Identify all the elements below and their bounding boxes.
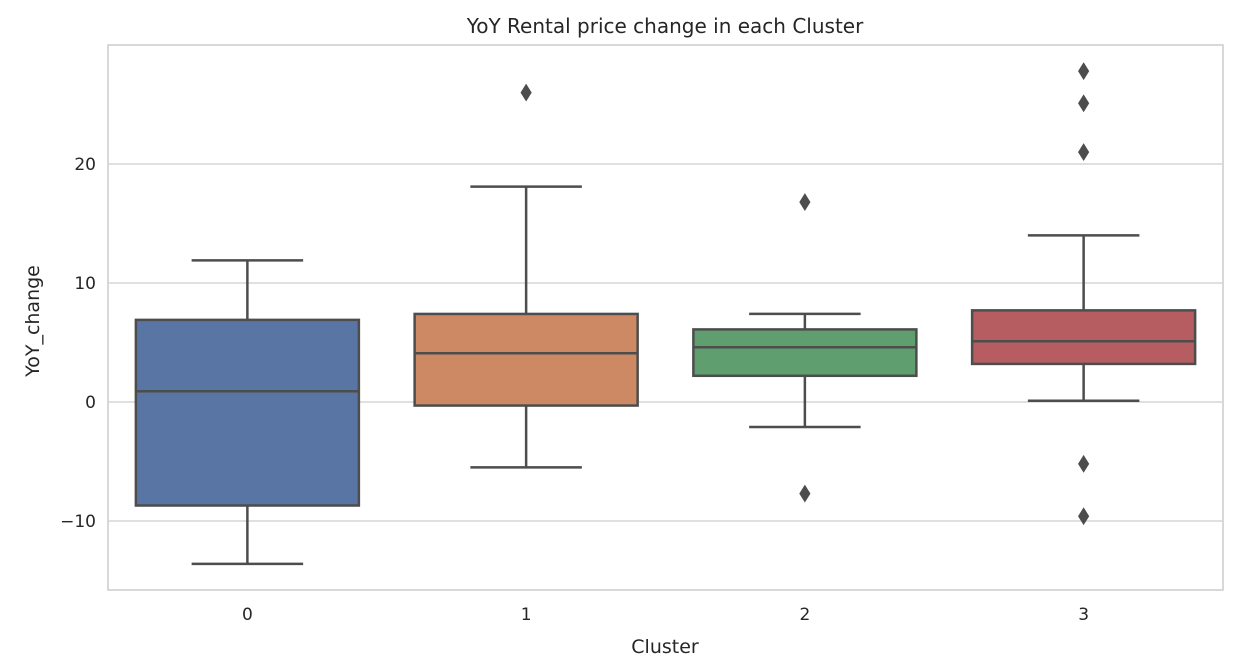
x-tick-label: 3 <box>1078 605 1089 625</box>
box-iqr <box>134 318 361 507</box>
y-tick-label: 0 <box>85 393 96 413</box>
outlier-point <box>1078 94 1090 113</box>
box-cluster-3 <box>970 62 1197 526</box>
outlier-point <box>799 193 811 212</box>
x-tick-label: 0 <box>242 605 253 625</box>
y-tick-label: −10 <box>60 512 96 532</box>
outlier-point <box>799 484 811 503</box>
box-cluster-1 <box>413 83 639 469</box>
box-iqr <box>413 312 639 407</box>
box-iqr <box>692 328 918 378</box>
y-tick-labels: −10 0 10 20 <box>60 155 96 532</box>
box-cluster-0 <box>134 259 361 566</box>
box-iqr <box>970 309 1197 366</box>
outlier-point <box>1078 507 1090 526</box>
outlier-point <box>1078 62 1090 81</box>
y-axis-label: YoY_change <box>22 265 44 378</box>
x-tick-labels: 0 1 2 3 <box>242 605 1089 625</box>
box-cluster-2 <box>692 193 918 503</box>
outlier-point <box>520 83 532 102</box>
y-tick-label: 20 <box>74 155 96 175</box>
x-axis-label: Cluster <box>631 636 699 658</box>
x-tick-label: 1 <box>521 605 532 625</box>
x-tick-label: 2 <box>799 605 810 625</box>
chart-title: YoY Rental price change in each Cluster <box>466 14 864 38</box>
y-tick-label: 10 <box>74 274 96 294</box>
outlier-point <box>1078 143 1090 162</box>
outlier-point <box>1078 454 1090 473</box>
boxes-layer <box>134 62 1197 566</box>
